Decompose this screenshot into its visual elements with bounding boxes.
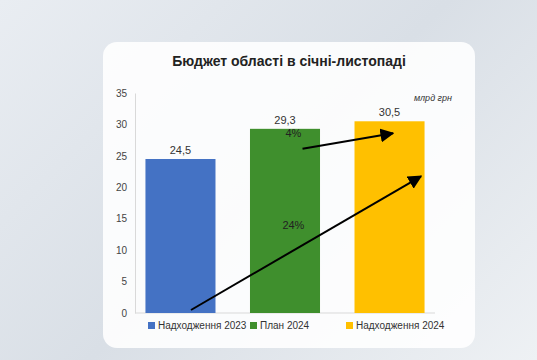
tick-label: 30 xyxy=(116,119,128,130)
legend-item: Надходження 2024 xyxy=(346,320,445,331)
legend-label: План 2024 xyxy=(260,320,310,331)
chart: Бюджет області в січні-листопаді млрд грн… xyxy=(0,0,537,360)
bars xyxy=(145,121,424,313)
axis-line xyxy=(135,94,136,314)
legend: Надходження 2023 План 2024 Надходження 202… xyxy=(148,320,445,331)
tick-label: 20 xyxy=(116,182,128,193)
tick: 30 xyxy=(116,119,135,130)
tick-label: 5 xyxy=(121,276,127,287)
legend-item: План 2024 xyxy=(250,320,310,331)
data-label: 29,3 xyxy=(274,114,295,126)
tick-label: 0 xyxy=(121,308,127,319)
bar xyxy=(355,121,425,313)
bar xyxy=(145,159,215,313)
legend-swatch xyxy=(148,322,155,329)
data-labels: 24,5 29,3 30,5 xyxy=(170,106,400,156)
tick: 35 xyxy=(116,88,135,99)
data-label: 24,5 xyxy=(170,144,191,156)
legend-label: Надходження 2024 xyxy=(356,320,445,331)
tick-label: 35 xyxy=(116,88,128,99)
tick-label: 25 xyxy=(116,151,128,162)
annotation: 4% xyxy=(285,127,301,139)
tick: 15 xyxy=(116,213,135,224)
bar xyxy=(250,129,320,313)
tick: 5 xyxy=(121,276,135,287)
tick: 25 xyxy=(116,151,135,162)
title: Бюджет області в січні-листопаді xyxy=(172,53,406,69)
legend-item: Надходження 2023 xyxy=(148,320,247,331)
y-axis: 0 5 10 15 20 25 30 35 xyxy=(116,88,136,319)
panel xyxy=(103,42,475,348)
axis-label: млрд грн xyxy=(414,93,452,103)
legend-swatch xyxy=(346,322,353,329)
legend-label: Надходження 2023 xyxy=(158,320,247,331)
tick: 20 xyxy=(116,182,135,193)
tick-label: 15 xyxy=(116,213,128,224)
arrow xyxy=(191,176,421,310)
legend-swatch xyxy=(250,322,257,329)
data-label: 30,5 xyxy=(379,106,400,118)
arrow xyxy=(303,133,394,149)
tick-label: 10 xyxy=(116,245,128,256)
annotation: 24% xyxy=(282,219,304,231)
annotations: 4% 24% xyxy=(191,127,421,310)
tick: 10 xyxy=(116,245,135,256)
tick: 0 xyxy=(121,308,135,319)
